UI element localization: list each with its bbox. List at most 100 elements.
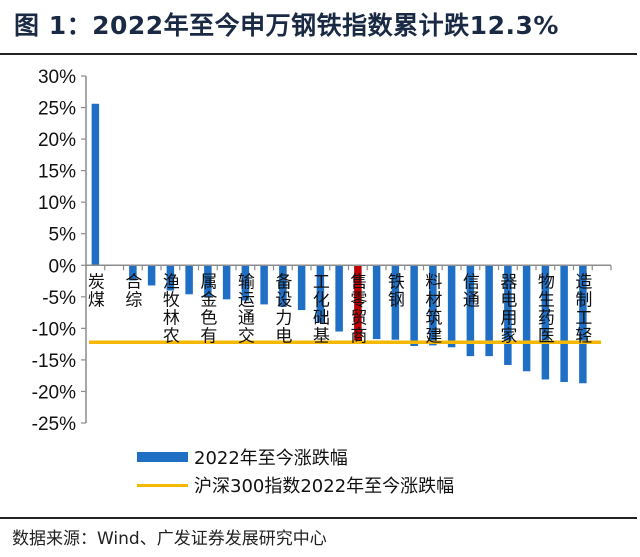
category-labels: 炭煤合综渔牧林农属金色有输运通交备设力电工化础基售零贸商铁钢料材筑建信通器电用家… xyxy=(88,272,593,346)
category-label-char: 输 xyxy=(238,272,255,292)
bar xyxy=(522,265,531,372)
category-label-char: 医 xyxy=(538,326,555,346)
bar xyxy=(560,265,568,382)
bar xyxy=(504,265,512,365)
bar xyxy=(129,265,137,281)
y-tick-label: 0% xyxy=(49,256,77,277)
category-label-char: 炭 xyxy=(88,272,105,292)
bar xyxy=(279,265,287,307)
y-tick-label: 30% xyxy=(38,67,76,88)
category-label-char: 信 xyxy=(463,272,480,292)
bar xyxy=(391,265,400,340)
bar xyxy=(260,265,268,305)
category-label-char: 造 xyxy=(575,272,592,292)
category-label-char: 化 xyxy=(313,290,330,310)
category-label: 炭煤 xyxy=(88,272,105,310)
category-label-char: 制 xyxy=(575,290,592,310)
y-tick-label: 25% xyxy=(38,99,76,120)
category-label-char: 钢 xyxy=(388,290,405,310)
bar-highlight xyxy=(354,265,362,343)
bar xyxy=(166,265,175,291)
category-label-char: 工 xyxy=(575,308,592,328)
category-label-char: 器 xyxy=(500,272,517,292)
legend-swatch-line xyxy=(137,483,188,487)
category-label-char: 料 xyxy=(425,272,442,292)
category-label-char: 农 xyxy=(163,326,180,346)
category-label-char: 电 xyxy=(275,326,292,346)
category-label-char: 备 xyxy=(275,272,292,292)
category-label-char: 色 xyxy=(200,308,217,328)
category-label-char: 运 xyxy=(238,290,255,310)
category-label-char: 筑 xyxy=(425,308,442,328)
y-tick-label: -20% xyxy=(32,382,76,403)
source-note: 数据来源：Wind、广发证券发展研究中心 xyxy=(12,529,327,549)
category-label-char: 贸 xyxy=(350,308,367,328)
category-label: 铁钢 xyxy=(388,272,405,310)
x-axis xyxy=(86,264,612,271)
bar xyxy=(222,265,231,300)
y-tick-label: 10% xyxy=(38,193,76,214)
y-tick-label: -10% xyxy=(32,319,76,340)
category-label-char: 交 xyxy=(238,326,255,346)
y-tick-label: -15% xyxy=(32,351,76,372)
category-label-char: 合 xyxy=(125,272,142,292)
category-label-char: 综 xyxy=(125,290,142,310)
bar xyxy=(297,265,306,311)
category-label-char: 物 xyxy=(538,272,555,292)
bar xyxy=(147,265,156,286)
source-divider xyxy=(0,517,637,519)
y-tick-label: 5% xyxy=(49,225,77,246)
category-label-char: 药 xyxy=(538,308,555,328)
bar xyxy=(579,265,587,384)
legend: 2022年至今涨跌幅 沪深300指数2022年至今涨跌幅 xyxy=(137,443,454,499)
bar xyxy=(372,265,381,340)
category-label-char: 础 xyxy=(313,308,330,328)
legend-swatch-bar xyxy=(137,452,188,462)
category-label-char: 售 xyxy=(350,272,367,292)
category-label-char: 工 xyxy=(313,272,330,292)
y-tick-label: -25% xyxy=(32,414,76,435)
category-label-char: 设 xyxy=(275,290,292,310)
bar xyxy=(335,265,343,332)
category-label: 合综 xyxy=(125,272,142,310)
bar xyxy=(447,265,456,348)
category-label-char: 渔 xyxy=(163,272,180,292)
y-tick-label: 20% xyxy=(38,130,76,151)
category-label-char: 材 xyxy=(425,290,442,310)
figure-title: 图 1：2022年至今申万钢铁指数累计跌12.3% xyxy=(14,11,559,40)
category-label-char: 商 xyxy=(350,326,367,346)
category-label-char: 力 xyxy=(275,308,292,328)
category-label-char: 通 xyxy=(463,290,480,310)
category-label-char: 有 xyxy=(200,326,217,346)
legend-label-bars: 2022年至今涨跌幅 xyxy=(194,448,348,469)
bar xyxy=(316,265,325,323)
bar xyxy=(429,265,437,346)
category-label-char: 通 xyxy=(238,308,255,328)
y-axis: 30% 25% 20% 15% 10% 5% 0% -5% -10% -15% -20% -25% xyxy=(32,67,87,435)
bar xyxy=(485,265,493,357)
bar xyxy=(185,265,193,295)
bar xyxy=(410,265,418,347)
bar xyxy=(204,265,212,298)
category-label-char: 林 xyxy=(163,308,180,328)
category-label-char: 煤 xyxy=(88,290,105,310)
category-label-char: 金 xyxy=(200,290,217,310)
bar-chart: 30% 25% 20% 15% 10% 5% 0% -5% -10% -15% -20% -25% 炭… xyxy=(32,67,612,435)
category-label: 信通 xyxy=(463,272,480,310)
title-divider xyxy=(0,53,637,55)
category-label-char: 建 xyxy=(425,326,442,346)
y-tick-label: -5% xyxy=(42,288,76,309)
legend-item-bars: 2022年至今涨跌幅 xyxy=(137,443,454,471)
y-tick-label: 15% xyxy=(38,162,76,183)
category-label-char: 用 xyxy=(500,308,517,328)
category-label-char: 属 xyxy=(200,272,217,292)
